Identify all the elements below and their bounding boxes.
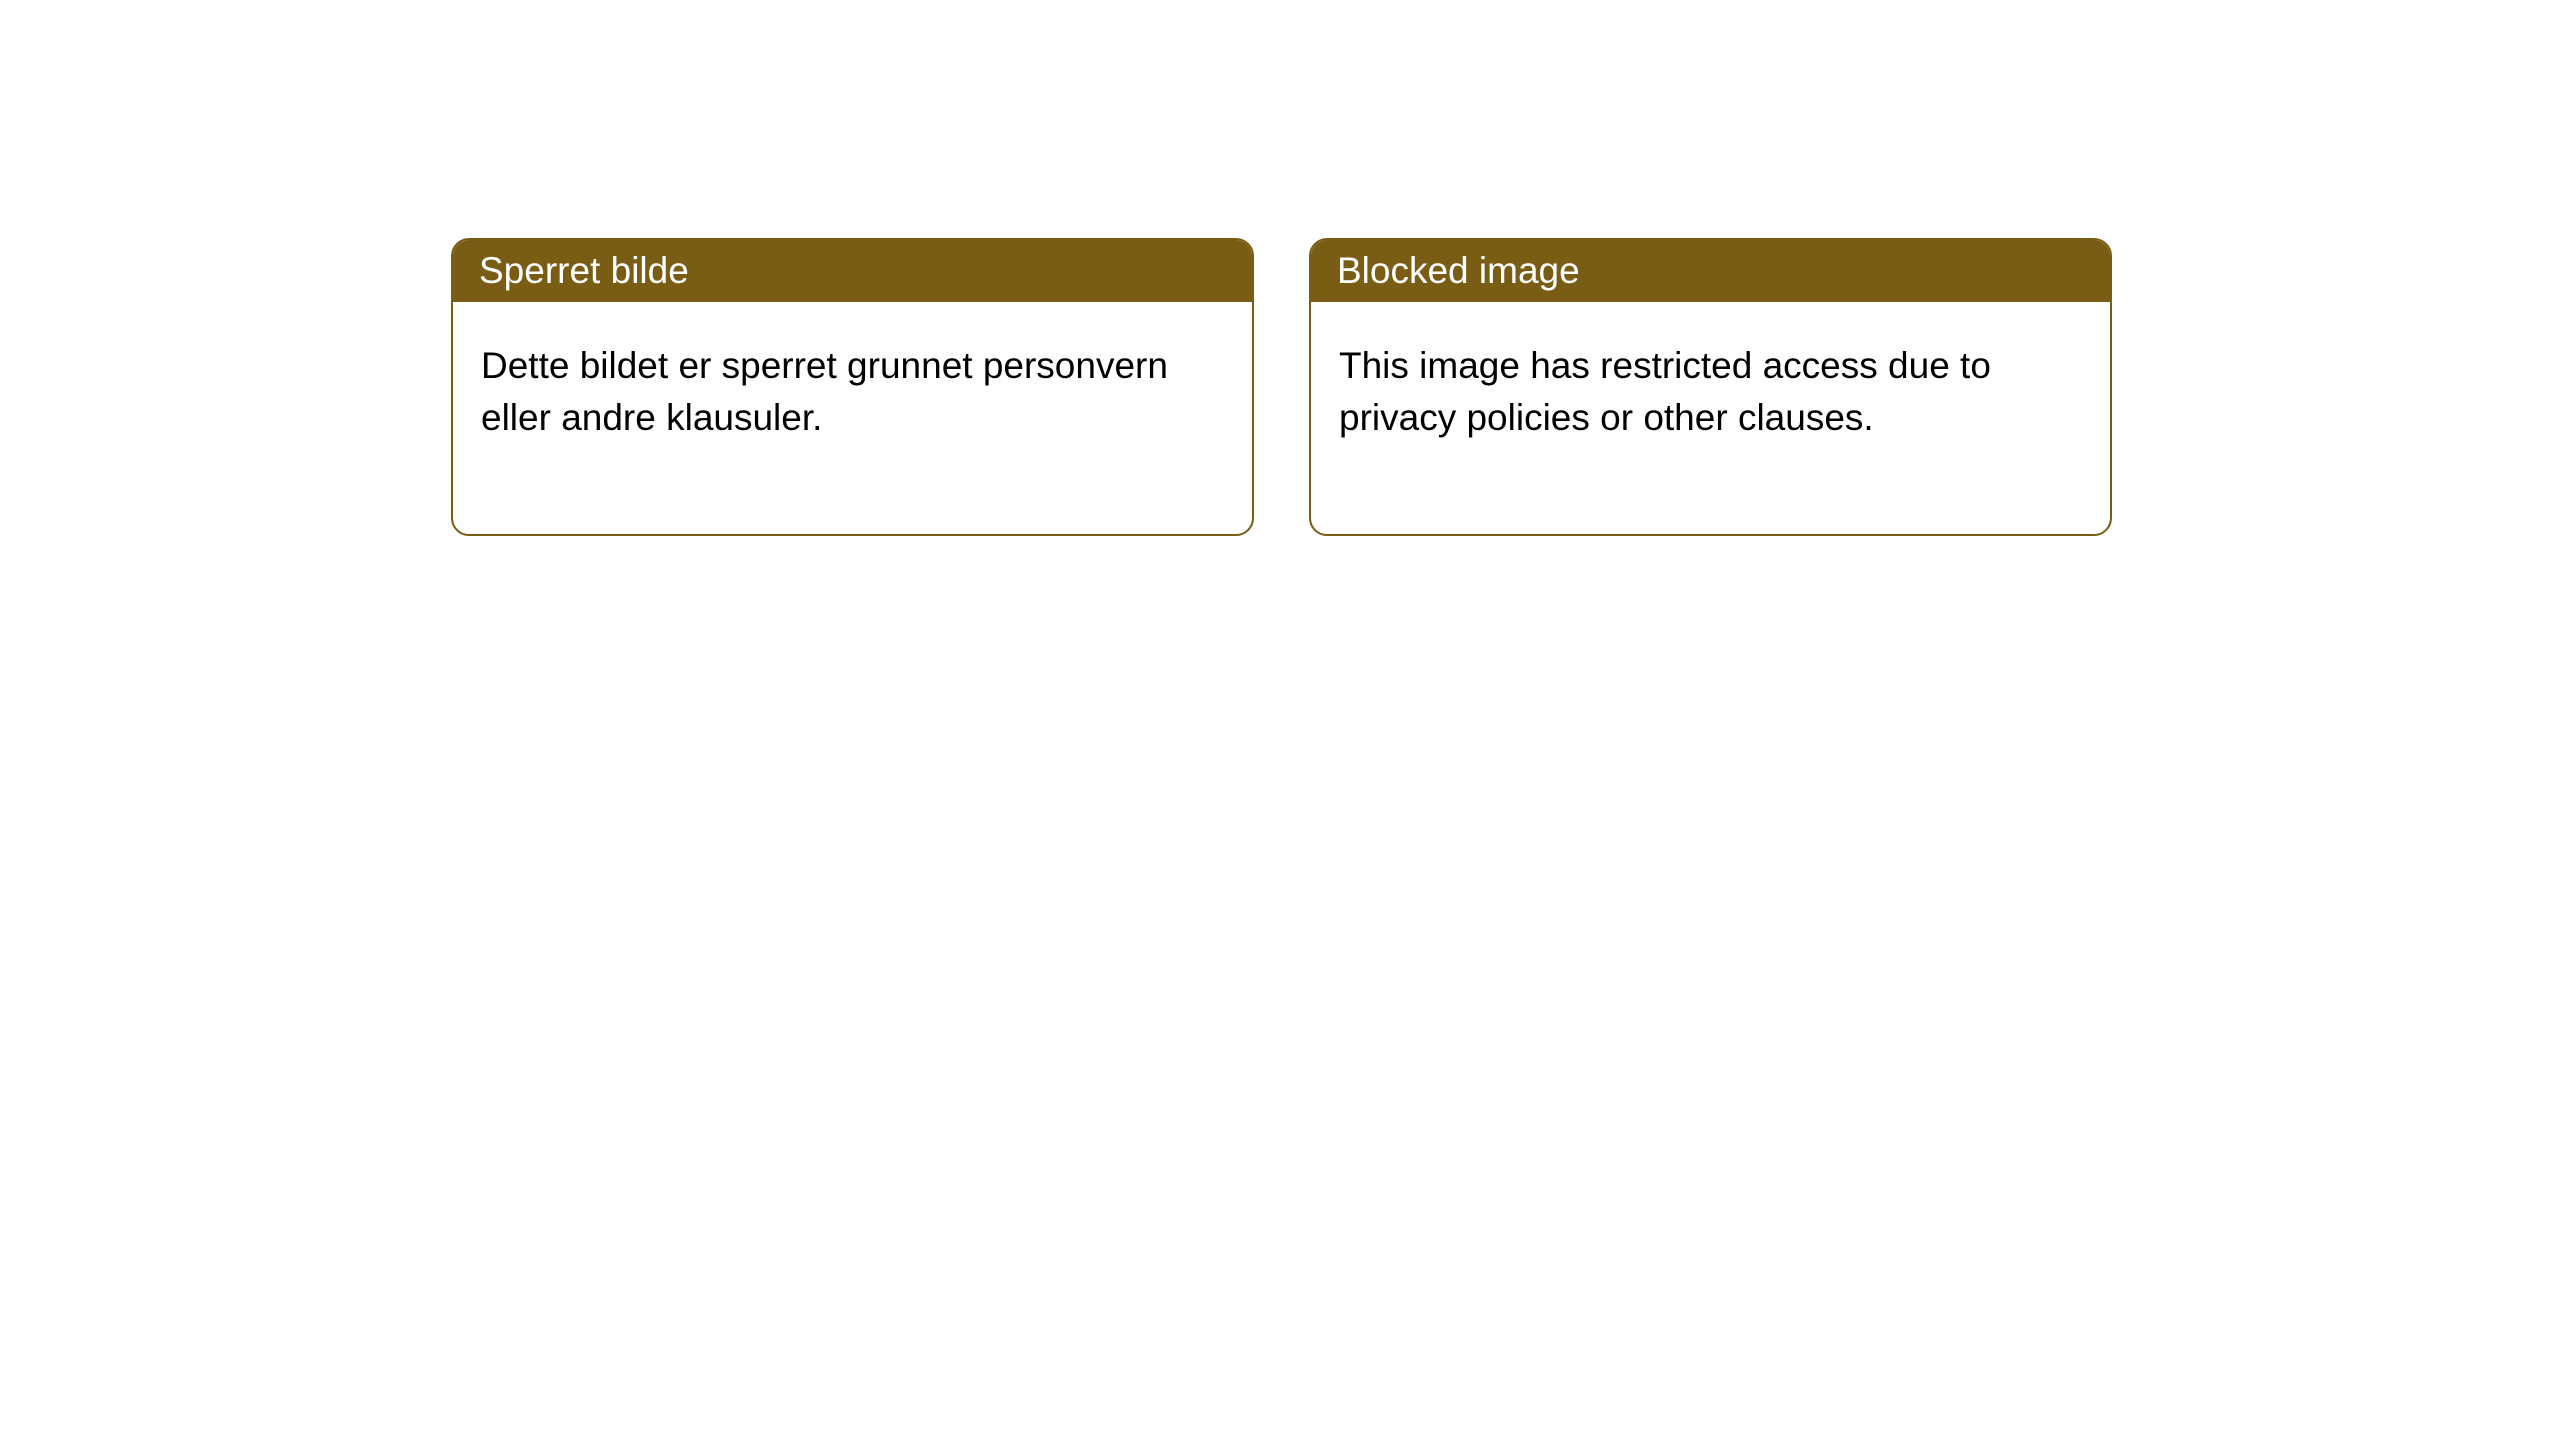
blocked-image-card-en: Blocked image This image has restricted … xyxy=(1309,238,2112,536)
card-title: Blocked image xyxy=(1337,250,1580,291)
cards-container: Sperret bilde Dette bildet er sperret gr… xyxy=(0,0,2560,536)
card-body: This image has restricted access due to … xyxy=(1311,302,2110,534)
card-header: Blocked image xyxy=(1311,240,2110,302)
card-title: Sperret bilde xyxy=(479,250,689,291)
blocked-image-card-no: Sperret bilde Dette bildet er sperret gr… xyxy=(451,238,1254,536)
card-body-text: Dette bildet er sperret grunnet personve… xyxy=(481,345,1168,438)
card-body-text: This image has restricted access due to … xyxy=(1339,345,1991,438)
card-body: Dette bildet er sperret grunnet personve… xyxy=(453,302,1252,534)
card-header: Sperret bilde xyxy=(453,240,1252,302)
